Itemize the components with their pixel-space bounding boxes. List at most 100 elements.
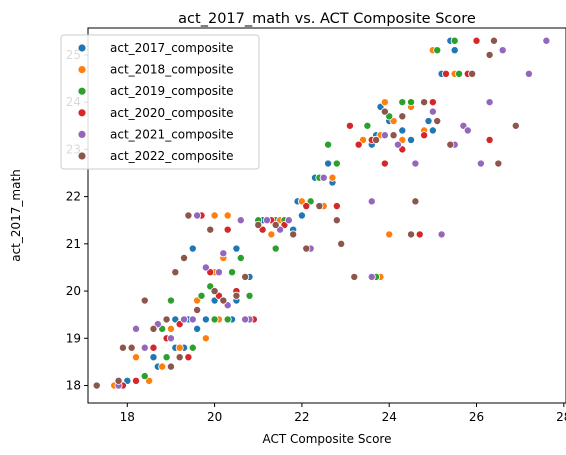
data-point-act-2020-composite — [415, 230, 424, 239]
data-points — [92, 36, 551, 390]
y-tick-label: 21 — [66, 237, 81, 251]
data-point-act-2019-composite — [197, 291, 206, 300]
legend: act_2017_composite act_2018_composite act_… — [60, 34, 260, 170]
data-point-act-2017-composite — [424, 117, 433, 126]
data-point-act-2017-composite — [201, 315, 210, 324]
x-tick-label: 26 — [469, 410, 484, 424]
data-point-act-2022-composite — [446, 140, 455, 149]
data-point-act-2022-composite — [193, 305, 202, 314]
data-point-act-2019-composite — [271, 244, 280, 253]
data-point-act-2020-composite — [345, 121, 354, 130]
data-point-act-2021-composite — [319, 173, 328, 182]
data-point-act-2017-composite — [407, 135, 416, 144]
data-point-act-2018-composite — [166, 324, 175, 333]
data-point-act-2022-composite — [389, 131, 398, 140]
data-point-act-2018-composite — [210, 211, 219, 220]
data-point-act-2019-composite — [455, 69, 464, 78]
data-point-act-2021-composite — [380, 131, 389, 140]
data-point-act-2021-composite — [498, 46, 507, 55]
y-tick-label: 20 — [66, 284, 81, 298]
data-point-act-2018-composite — [385, 230, 394, 239]
legend-label: act_2021_composite — [110, 127, 233, 141]
data-point-act-2022-composite — [315, 202, 324, 211]
data-point-act-2017-composite — [297, 211, 306, 220]
data-point-act-2018-composite — [223, 211, 232, 220]
data-point-act-2021-composite — [411, 159, 420, 168]
data-point-act-2021-composite — [201, 263, 210, 272]
data-point-act-2021-composite — [193, 211, 202, 220]
data-point-act-2022-composite — [494, 159, 503, 168]
data-point-act-2022-composite — [407, 230, 416, 239]
legend-label: act_2018_composite — [110, 63, 233, 77]
data-point-act-2022-composite — [337, 239, 346, 248]
data-point-act-2021-composite — [524, 69, 533, 78]
data-point-act-2019-composite — [332, 159, 341, 168]
data-point-act-2021-composite — [476, 159, 485, 168]
data-point-act-2022-composite — [232, 291, 241, 300]
data-point-act-2017-composite — [324, 159, 333, 168]
data-point-act-2020-composite — [223, 225, 232, 234]
data-point-act-2022-composite — [184, 211, 193, 220]
data-point-act-2022-composite — [289, 230, 298, 239]
data-point-act-2021-composite — [393, 140, 402, 149]
data-point-act-2017-composite — [232, 244, 241, 253]
data-point-act-2020-composite — [149, 343, 158, 352]
data-point-act-2019-composite — [407, 98, 416, 107]
legend-label: act_2022_composite — [110, 149, 233, 163]
data-point-act-2018-composite — [175, 343, 184, 352]
legend-marker — [77, 108, 87, 118]
data-point-act-2018-composite — [267, 230, 276, 239]
data-point-act-2022-composite — [162, 315, 171, 324]
data-point-act-2022-composite — [114, 376, 123, 385]
data-point-act-2022-composite — [489, 36, 498, 45]
data-point-act-2022-composite — [468, 69, 477, 78]
data-point-act-2018-composite — [328, 173, 337, 182]
data-point-act-2019-composite — [166, 296, 175, 305]
x-axis-title: ACT Composite Score — [263, 432, 392, 446]
data-point-act-2021-composite — [437, 230, 446, 239]
data-point-act-2022-composite — [166, 362, 175, 371]
data-point-act-2021-composite — [542, 36, 551, 45]
data-point-act-2022-composite — [372, 135, 381, 144]
data-point-act-2019-composite — [140, 372, 149, 381]
x-tick-label: 22 — [294, 410, 309, 424]
x-tick-label: 18 — [120, 410, 135, 424]
data-point-act-2017-composite — [398, 126, 407, 135]
data-point-act-2022-composite — [92, 381, 101, 390]
data-point-act-2022-composite — [219, 296, 228, 305]
data-point-act-2021-composite — [463, 126, 472, 135]
data-point-act-2022-composite — [175, 353, 184, 362]
data-point-act-2017-composite — [149, 353, 158, 362]
data-point-act-2021-composite — [219, 249, 228, 258]
data-point-act-2018-composite — [132, 353, 141, 362]
data-point-act-2021-composite — [485, 98, 494, 107]
data-point-act-2020-composite — [420, 131, 429, 140]
data-point-act-2021-composite — [241, 315, 250, 324]
data-point-act-2022-composite — [127, 343, 136, 352]
data-point-act-2019-composite — [223, 315, 232, 324]
data-point-act-2020-composite — [354, 140, 363, 149]
data-point-act-2022-composite — [411, 197, 420, 206]
legend-marker — [77, 43, 87, 53]
data-point-act-2019-composite — [162, 353, 171, 362]
plot-frame — [87, 27, 566, 404]
data-point-act-2019-composite — [398, 98, 407, 107]
data-point-act-2020-composite — [441, 69, 450, 78]
data-point-act-2018-composite — [380, 98, 389, 107]
data-point-act-2019-composite — [433, 46, 442, 55]
data-point-act-2022-composite — [433, 117, 442, 126]
data-point-act-2021-composite — [188, 315, 197, 324]
data-point-act-2020-composite — [485, 135, 494, 144]
x-tick-label: 20 — [207, 410, 222, 424]
data-point-act-2018-composite — [201, 334, 210, 343]
data-point-act-2022-composite — [180, 254, 189, 263]
data-point-act-2022-composite — [302, 244, 311, 253]
data-point-act-2020-composite — [472, 36, 481, 45]
data-point-act-2021-composite — [284, 216, 293, 225]
data-point-act-2022-composite — [241, 272, 250, 281]
x-tick-label: 28 — [556, 410, 566, 424]
data-point-act-2020-composite — [132, 376, 141, 385]
data-point-act-2017-composite — [193, 324, 202, 333]
data-point-act-2022-composite — [206, 225, 215, 234]
